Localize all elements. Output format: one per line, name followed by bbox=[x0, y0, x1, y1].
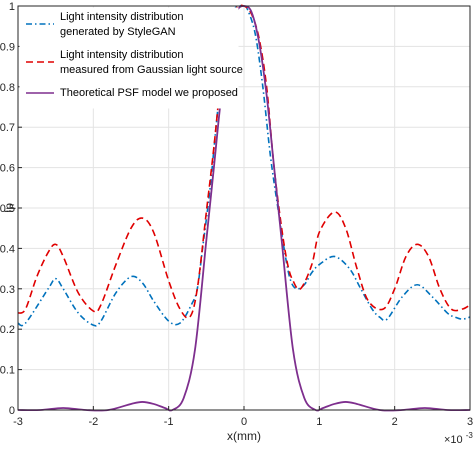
x-axis-multiplier-exponent: -3 bbox=[466, 431, 474, 440]
x-tick-label: -1 bbox=[164, 416, 174, 428]
y-tick-label: 1 bbox=[9, 1, 15, 13]
y-tick-label: 0.9 bbox=[0, 41, 15, 53]
x-tick-label: -2 bbox=[88, 416, 98, 428]
y-tick-label: 0.2 bbox=[0, 324, 15, 336]
cropped-caption-strip bbox=[0, 452, 474, 464]
x-tick-label: -3 bbox=[13, 416, 23, 428]
y-tick-label: 0.7 bbox=[0, 122, 15, 134]
legend-box bbox=[19, 7, 239, 109]
series-line-1 bbox=[17, 4, 471, 327]
x-axis-label: x(mm) bbox=[227, 429, 261, 443]
y-tick-label: 0.4 bbox=[0, 243, 15, 255]
legend-label-2: measured from Gaussian light source bbox=[60, 64, 243, 76]
x-axis-multiplier: ×10 -3 bbox=[444, 431, 473, 446]
y-tick-label: 0.1 bbox=[0, 365, 15, 377]
series-line-2 bbox=[17, 4, 471, 319]
line-chart: -3 -2 -1 0 1 2 300.10.20.30.40.50.60.70.80.91 … bbox=[0, 1, 473, 446]
x-tick-label: 0 bbox=[241, 416, 247, 428]
legend: Light intensity distribution generated by… bbox=[19, 7, 243, 109]
legend-label-2: Light intensity distribution bbox=[60, 49, 184, 61]
axis-ticks: -3 -2 -1 0 1 2 3 0 0.1 0.2 0.3 0.4 0.5 0.6 0.7 0.8 0.9 1 bbox=[0, 1, 473, 428]
y-axis-label: Ip bbox=[2, 203, 16, 213]
legend-label-1: Light intensity distribution bbox=[60, 11, 184, 23]
y-tick-label: 0 bbox=[9, 405, 15, 417]
y-tick-label: 0.6 bbox=[0, 163, 15, 175]
y-tick-label: 0.5 bbox=[0, 203, 15, 215]
legend-label-1: generated by StyleGAN bbox=[60, 26, 176, 38]
y-tick-label: 0.3 bbox=[0, 284, 15, 296]
x-tick-label: 3 bbox=[467, 416, 473, 428]
legend-label-3: Theoretical PSF model we proposed bbox=[60, 87, 238, 99]
x-tick-label: 1 bbox=[316, 416, 322, 428]
x-tick-label: 2 bbox=[392, 416, 398, 428]
y-tick-label: 0.8 bbox=[0, 82, 15, 94]
x-axis-multiplier-base: ×10 bbox=[444, 434, 463, 446]
